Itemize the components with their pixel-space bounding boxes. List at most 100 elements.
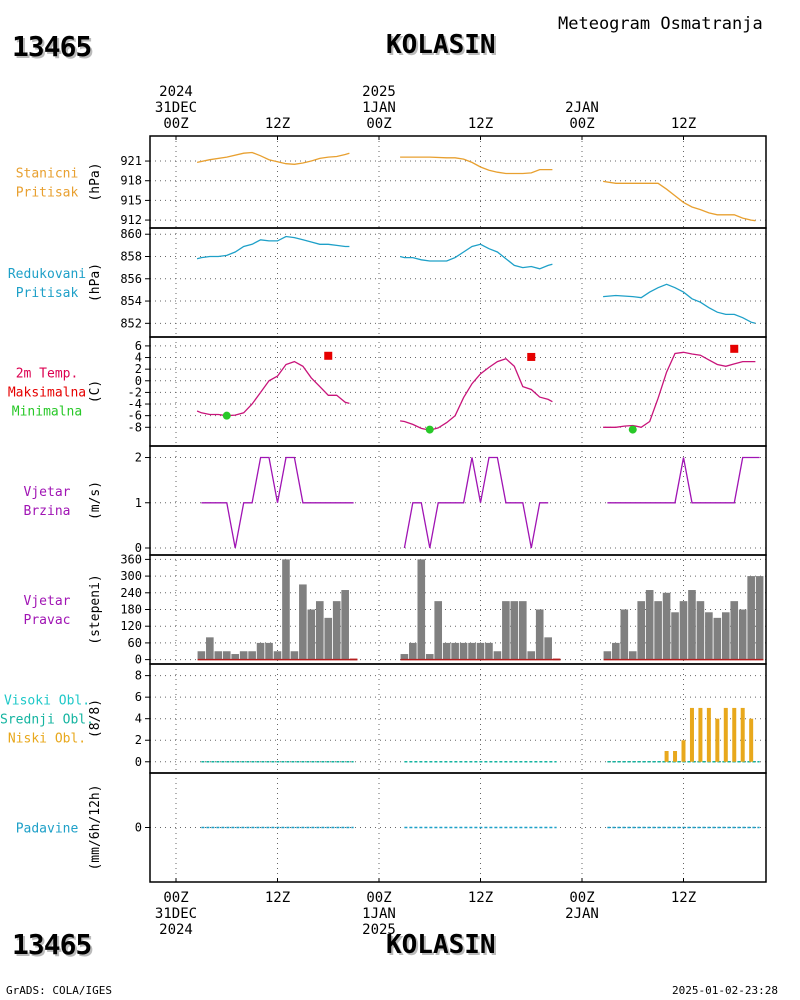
panel-label-temperature-1: Maksimalna <box>8 386 86 401</box>
panel-frame-windspeed <box>149 445 767 556</box>
wind-direction-bar <box>341 590 349 660</box>
wind-direction-bar <box>315 601 324 660</box>
top-time-label: 31DEC <box>155 100 197 116</box>
low-cloud-bar <box>732 707 737 762</box>
y-tick-label: 915 <box>120 193 142 207</box>
wind-direction-bar <box>265 642 273 660</box>
wind-direction-bar <box>299 584 307 660</box>
series-line-pressure-2 <box>603 180 756 222</box>
unit-label-pressure: (hPa) <box>88 162 103 201</box>
series-line-windspeed-1 <box>403 456 549 549</box>
wind-direction-bar <box>730 601 739 660</box>
unit-label-winddir: (stepeni) <box>88 574 103 644</box>
tmax-marker <box>730 344 739 353</box>
wind-direction-bar <box>197 651 206 660</box>
y-tick-label: 856 <box>120 272 142 286</box>
y-tick-label: 858 <box>120 250 142 264</box>
panel-precip: Padavine (mm/6h/12h) 0 <box>16 772 767 883</box>
wind-direction-bar <box>442 642 451 660</box>
series-line-redpressure-2 <box>603 283 756 324</box>
wind-direction-bar <box>535 609 544 660</box>
wind-direction-bar <box>273 651 282 660</box>
wind-direction-bar <box>662 592 671 660</box>
wind-direction-bar <box>290 651 299 660</box>
bottom-time-label: 2JAN <box>565 906 599 922</box>
panel-label-windspeed-0: Vjetar <box>24 485 71 500</box>
y-tick-label: 0 <box>135 541 142 555</box>
y-tick-label: 180 <box>120 603 142 617</box>
y-tick-label: 0 <box>135 374 142 388</box>
wind-direction-bar <box>612 642 620 660</box>
low-cloud-bar <box>715 718 720 762</box>
tmax-marker <box>324 351 333 360</box>
panel-windspeed: Vjetar Brzina (m/s) 0 1 2 <box>24 445 767 556</box>
wind-direction-bar <box>620 609 629 660</box>
wind-direction-bar <box>468 642 476 660</box>
low-cloud-bar <box>706 707 711 762</box>
wind-direction-bar <box>206 637 214 660</box>
wind-direction-bar <box>239 651 248 660</box>
tmin-marker <box>425 425 434 434</box>
wind-direction-bar <box>256 642 265 660</box>
panel-label-clouds-1: Srednji Obl. <box>0 713 94 728</box>
wind-direction-bar <box>527 651 536 660</box>
wind-direction-bar <box>493 651 502 660</box>
y-tick-label: 2 <box>135 362 142 376</box>
y-tick-label: 2 <box>135 451 142 465</box>
y-tick-label: 240 <box>120 586 142 600</box>
low-cloud-bar <box>723 707 728 762</box>
low-cloud-bar <box>749 718 754 762</box>
unit-label-clouds: (8/8) <box>88 699 103 738</box>
y-tick-label: 852 <box>120 316 142 330</box>
y-tick-label: 2 <box>135 733 142 747</box>
panel-label-temperature-2: Minimalna <box>12 405 82 420</box>
wind-direction-bar <box>654 601 662 660</box>
y-tick-label: 0 <box>135 821 142 835</box>
unit-label-windspeed: (m/s) <box>88 481 103 520</box>
y-tick-label: 921 <box>120 154 142 168</box>
wind-direction-bar <box>544 637 552 660</box>
panel-frame-temperature <box>149 336 767 447</box>
y-tick-label: 6 <box>135 339 142 353</box>
y-tick-label: 0 <box>135 653 142 667</box>
y-tick-label: 4 <box>135 712 142 726</box>
wind-direction-bar <box>755 576 764 660</box>
top-time-label: 00Z <box>163 116 188 132</box>
wind-direction-bar <box>502 601 510 660</box>
top-time-label: 00Z <box>366 116 391 132</box>
top-time-label: 1JAN <box>362 100 396 116</box>
y-tick-label: -4 <box>128 397 142 411</box>
series-line-pressure-0 <box>196 151 350 165</box>
y-tick-label: 912 <box>120 213 142 227</box>
panel-frame-pressure <box>149 135 767 229</box>
top-time-label: 12Z <box>671 116 696 132</box>
y-tick-label: 0 <box>135 755 142 769</box>
panel-label-pressure-0: Stanicni <box>16 167 79 182</box>
panel-label-clouds-0: Visoki Obl. <box>4 694 90 709</box>
wind-direction-bar <box>637 601 646 660</box>
panel-label-precip-0: Padavine <box>16 822 79 837</box>
wind-direction-bar <box>222 651 231 660</box>
y-tick-label: 60 <box>128 636 142 650</box>
y-tick-label: 120 <box>120 619 142 633</box>
y-tick-label: 8 <box>135 669 142 683</box>
wind-direction-bar <box>231 654 240 660</box>
y-tick-label: -8 <box>128 420 142 434</box>
series-line-redpressure-0 <box>196 235 350 260</box>
wind-direction-bar <box>485 642 493 660</box>
y-tick-label: -6 <box>128 409 142 423</box>
bottom-time-label: 12Z <box>468 890 493 906</box>
tmin-marker <box>628 425 637 434</box>
wind-direction-bar <box>705 612 713 660</box>
wind-direction-bar <box>645 590 654 660</box>
wind-direction-bar <box>248 651 256 660</box>
y-tick-label: 1 <box>135 496 142 510</box>
panel-label-windspeed-1: Brzina <box>24 504 71 519</box>
y-tick-label: 6 <box>135 690 142 704</box>
wind-direction-bar <box>307 609 316 660</box>
low-cloud-bar <box>673 751 678 762</box>
panel-pressure: Stanicni Pritisak (hPa) 912 915 918 921 <box>16 135 767 229</box>
wind-direction-bar <box>459 642 468 660</box>
